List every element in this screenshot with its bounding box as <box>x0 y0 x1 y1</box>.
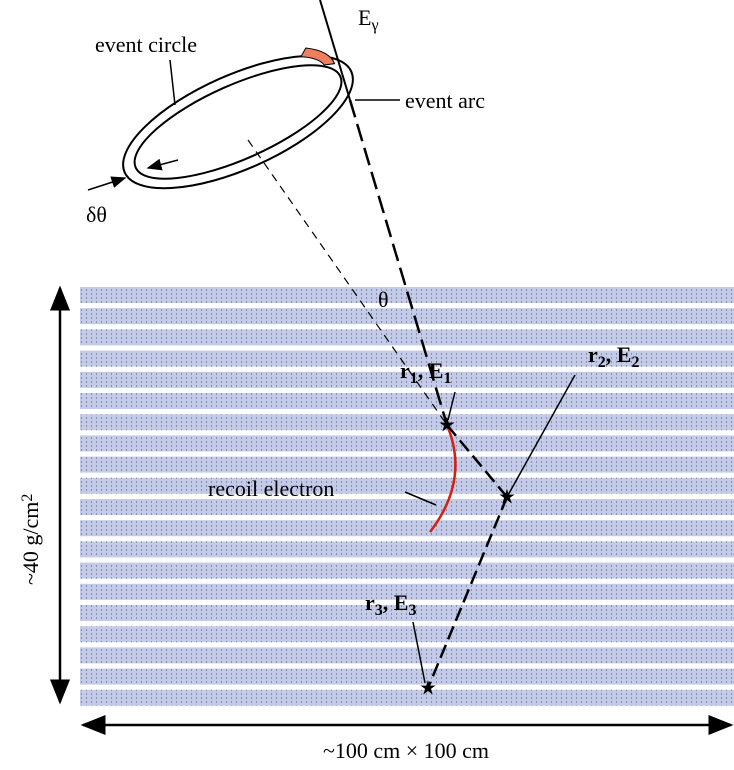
scattered-photon <box>446 424 508 498</box>
label-part: , E <box>383 590 409 615</box>
detector-layer <box>80 562 734 579</box>
interaction-2-label: r2, E2 <box>588 342 639 371</box>
detector-layer <box>80 308 734 325</box>
leader-line <box>447 391 456 421</box>
event-circle-label: event circle <box>95 32 197 57</box>
label-part: E <box>358 5 371 30</box>
label-part: , E <box>606 342 632 367</box>
detector-layer <box>80 541 734 558</box>
label-part: 2 <box>19 494 36 502</box>
depth-label: ~40 g/cm2 <box>18 494 43 585</box>
label-part: 1 <box>443 370 451 387</box>
label-part: 2 <box>631 354 639 371</box>
detector-layer <box>80 393 734 409</box>
gamma-ray <box>319 0 351 101</box>
leader-line <box>87 176 127 191</box>
detector-layer <box>80 350 734 367</box>
detector-layer <box>80 456 734 473</box>
label-part: γ <box>370 17 378 34</box>
theta-label: θ <box>378 287 389 312</box>
detector-layer <box>80 689 734 706</box>
recoil-electron-track <box>429 424 457 533</box>
detector-layer <box>80 499 734 515</box>
interaction-points <box>420 417 515 695</box>
detector-layer <box>80 520 734 537</box>
leader-line <box>506 374 576 498</box>
interaction-star <box>420 680 436 695</box>
leader-line <box>412 621 426 684</box>
leader-line <box>146 158 179 171</box>
detector-layer <box>80 583 734 600</box>
delta-theta-label: δθ <box>86 202 107 227</box>
recoil-electron-label: recoil electron <box>208 476 334 501</box>
detector-layer <box>80 605 734 621</box>
label-part: 1 <box>410 370 418 387</box>
label-part: 3 <box>375 602 383 619</box>
detector-layer <box>80 435 734 452</box>
label-part: 2 <box>598 354 606 371</box>
leader-line <box>404 491 437 506</box>
label-part: 3 <box>408 602 416 619</box>
width-label: ~100 cm × 100 cm <box>323 738 489 763</box>
label-part: r <box>365 590 375 615</box>
cone-axis <box>247 139 448 426</box>
detector-layer <box>80 626 734 643</box>
detector-layer <box>80 477 734 494</box>
event-circle <box>122 47 354 190</box>
detector-stack <box>80 287 734 706</box>
label-part: r <box>400 358 410 383</box>
detector-layer <box>80 414 734 431</box>
gamma-energy-label: Eγ <box>358 5 379 34</box>
detector-layer <box>80 647 734 664</box>
event-arc-label: event arc <box>405 88 485 113</box>
interaction-star <box>439 417 455 432</box>
leader-line <box>169 59 176 106</box>
interaction-star <box>499 489 515 504</box>
label-part: r <box>588 342 598 367</box>
interaction-3-label: r3, E3 <box>365 590 416 619</box>
interaction-1-label: r1, E1 <box>400 358 451 387</box>
scattered-photon <box>426 496 509 689</box>
gamma-ray <box>348 99 449 426</box>
label-part: , E <box>418 358 444 383</box>
detector-layer <box>80 329 734 346</box>
detector-layer <box>80 668 734 685</box>
label-part: ~40 g/cm <box>18 502 43 585</box>
